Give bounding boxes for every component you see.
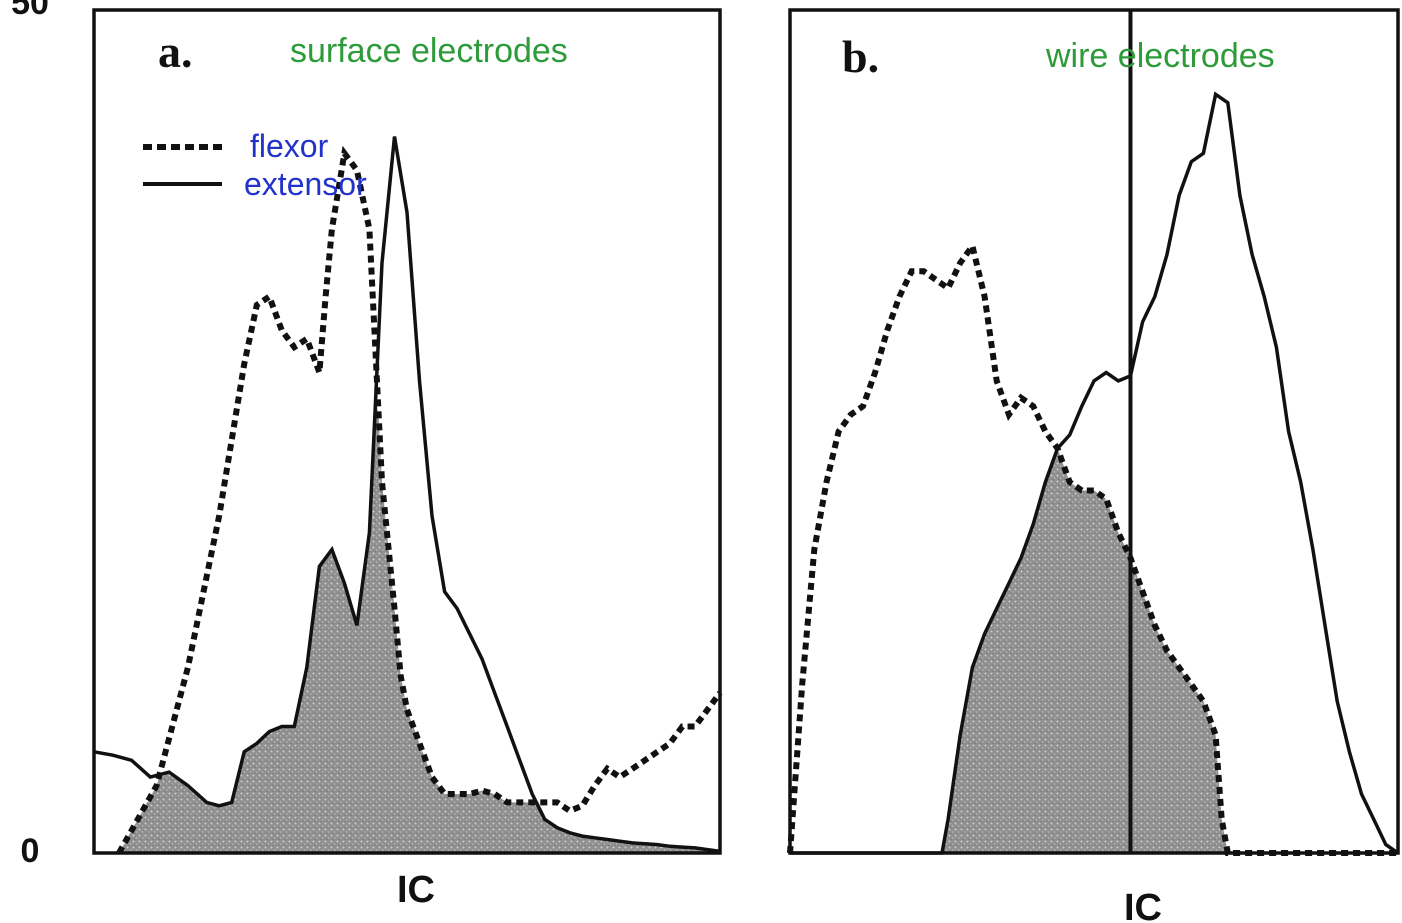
y-tick-label-top: 50	[11, 0, 49, 22]
panel-label-a: a.	[158, 26, 193, 77]
legend-label-extensor: extensor	[244, 166, 367, 202]
plot-frame-a	[92, 8, 722, 855]
legend-label-flexor: flexor	[250, 128, 329, 164]
overlap-shading-b	[790, 448, 1398, 853]
extensor-line-b	[790, 91, 1399, 855]
legend: flexor extensor	[143, 128, 367, 202]
overlap-shading-a	[94, 397, 720, 853]
flexor-line-a	[116, 145, 723, 855]
flexor-line-b	[787, 238, 1398, 856]
panel-b: b. wire electrodes IC	[787, 8, 1400, 923]
extensor-line-a	[93, 136, 721, 854]
panel-a: 50 0 a. surface electrodes flexor extens…	[11, 0, 723, 911]
y-tick-label-bottom: 0	[21, 832, 40, 870]
panel-label-b: b.	[842, 31, 879, 82]
x-axis-label-b: IC	[1124, 887, 1162, 923]
plot-frame-b	[788, 8, 1400, 855]
chart-title-b: wire electrodes	[1045, 37, 1275, 75]
chart-title-a: surface electrodes	[290, 32, 568, 70]
x-axis-label-a: IC	[397, 869, 435, 911]
